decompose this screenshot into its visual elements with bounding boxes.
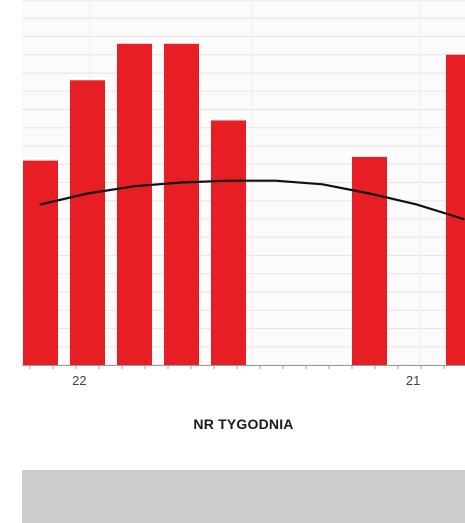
bar-0 bbox=[23, 160, 58, 365]
footer-band bbox=[22, 470, 465, 523]
bar-3 bbox=[164, 43, 199, 366]
bar-9 bbox=[446, 54, 465, 365]
bar-2 bbox=[117, 43, 152, 366]
x-axis: 22 21 bbox=[22, 365, 465, 388]
bar-7 bbox=[352, 156, 387, 365]
bar-4 bbox=[211, 120, 246, 365]
x-tick-label-0: 22 bbox=[72, 373, 86, 388]
trend-line bbox=[39, 179, 465, 221]
bars bbox=[23, 43, 465, 366]
x-axis-title: NR TYGODNIA bbox=[193, 416, 294, 432]
bar-1 bbox=[70, 80, 105, 366]
trend-line-group bbox=[39, 179, 465, 221]
x-tick-label-1: 21 bbox=[406, 373, 420, 388]
